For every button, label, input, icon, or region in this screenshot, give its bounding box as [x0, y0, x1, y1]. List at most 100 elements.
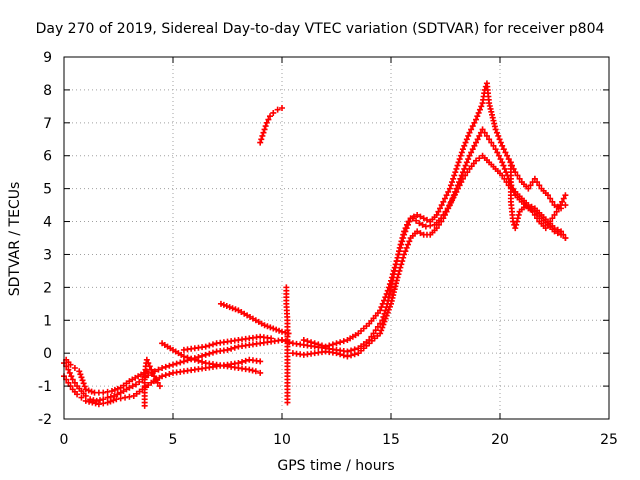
data-series-track-j	[289, 126, 569, 360]
data-point	[340, 352, 347, 359]
data-point	[405, 241, 412, 248]
data-point	[82, 386, 89, 393]
data-point	[95, 401, 102, 408]
data-point	[413, 217, 420, 224]
data-point	[553, 208, 560, 215]
data-series-track-f	[217, 300, 292, 337]
data-series-track-m	[141, 356, 163, 409]
data-point	[396, 248, 403, 255]
data-point	[391, 264, 398, 271]
data-point	[110, 397, 117, 404]
y-tick-label: -2	[38, 412, 52, 428]
data-point	[242, 357, 249, 364]
data-point	[81, 383, 88, 390]
data-point	[108, 388, 115, 395]
data-point	[377, 307, 384, 314]
data-point	[398, 261, 405, 268]
data-point	[258, 136, 265, 143]
data-point	[446, 185, 453, 192]
data-point	[514, 172, 521, 179]
data-point	[385, 284, 392, 291]
data-point	[344, 353, 351, 360]
data-point	[551, 211, 558, 218]
data-point	[231, 344, 238, 351]
data-point	[89, 399, 96, 406]
data-point	[195, 357, 202, 364]
data-point	[100, 400, 107, 407]
data-point	[226, 304, 233, 311]
data-point	[397, 264, 404, 271]
data-point	[184, 354, 191, 361]
data-point	[104, 399, 111, 406]
chart-title: Day 270 of 2019, Sidereal Day-to-day VTE…	[36, 21, 605, 37]
data-point	[433, 211, 440, 218]
y-axis-label: SDTVAR / TECUs	[7, 182, 23, 297]
data-point	[497, 139, 504, 146]
data-point	[71, 379, 78, 386]
data-point	[462, 162, 469, 169]
y-tick-label: 0	[43, 346, 52, 362]
data-point	[406, 238, 413, 245]
data-point	[229, 305, 236, 312]
data-point	[465, 132, 472, 139]
data-point	[379, 324, 386, 331]
data-point	[389, 271, 396, 278]
data-point	[96, 397, 103, 404]
data-point	[265, 116, 272, 123]
data-point	[402, 228, 409, 235]
data-point	[492, 126, 499, 133]
data-point	[384, 309, 391, 316]
data-point	[86, 398, 93, 405]
data-point	[77, 371, 84, 378]
data-point	[217, 300, 224, 307]
data-point	[474, 113, 481, 120]
data-point	[471, 119, 478, 126]
data-point	[132, 381, 139, 388]
data-point	[264, 323, 271, 330]
data-point	[513, 221, 520, 228]
data-point	[457, 175, 464, 182]
data-point	[382, 315, 389, 322]
data-point	[100, 389, 107, 396]
data-point	[257, 358, 264, 365]
data-point	[149, 369, 156, 376]
data-point	[479, 126, 486, 133]
data-point	[394, 274, 401, 281]
data-point	[547, 218, 554, 225]
data-point	[202, 351, 209, 358]
data-point	[333, 350, 340, 357]
x-tick-label: 0	[60, 432, 69, 448]
data-series-track-e	[180, 333, 275, 353]
data-point	[326, 342, 333, 349]
data-point	[459, 169, 466, 176]
data-point	[514, 218, 521, 225]
data-point	[463, 136, 470, 143]
data-point	[145, 360, 152, 367]
data-point	[473, 139, 480, 146]
y-tick-label: 5	[43, 182, 52, 198]
data-point	[329, 341, 336, 348]
data-point	[531, 175, 538, 182]
data-point	[401, 251, 408, 258]
data-point	[407, 215, 414, 222]
data-point	[162, 363, 169, 370]
data-point	[445, 205, 452, 212]
data-point	[555, 205, 562, 212]
data-point	[493, 129, 500, 136]
data-point	[220, 301, 227, 308]
data-point	[129, 383, 136, 390]
data-point	[544, 221, 551, 228]
data-point	[188, 355, 195, 362]
data-point	[126, 393, 133, 400]
data-point	[401, 231, 408, 238]
data-point	[505, 156, 512, 163]
data-point	[337, 351, 344, 358]
data-point	[400, 235, 407, 241]
data-point	[136, 378, 143, 385]
data-point	[276, 327, 283, 334]
data-point	[488, 139, 495, 146]
data-point	[308, 339, 315, 346]
data-point	[69, 376, 76, 383]
data-point	[419, 221, 426, 228]
y-tick-label: 4	[43, 215, 52, 231]
